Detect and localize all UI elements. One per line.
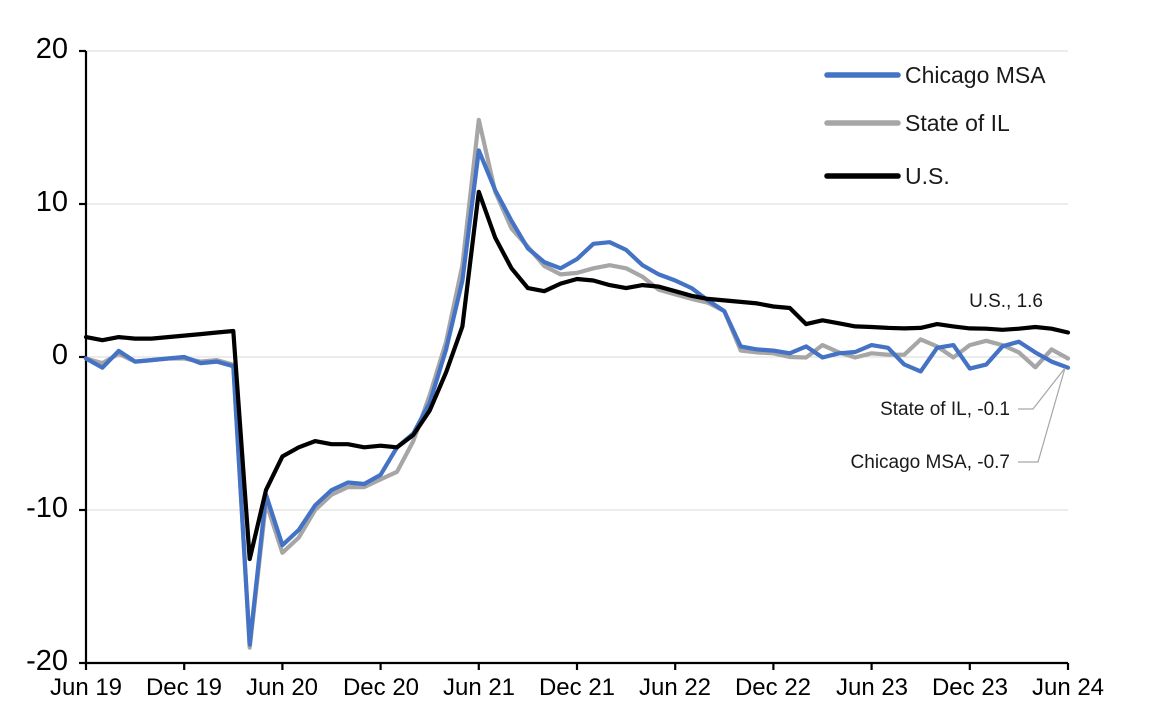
svg-text:-20: -20 (26, 645, 68, 677)
svg-text:U.S., 1.6: U.S., 1.6 (969, 291, 1043, 312)
svg-text:0: 0 (52, 339, 68, 371)
svg-text:State of IL: State of IL (905, 110, 1010, 136)
svg-text:Jun 24: Jun 24 (1032, 674, 1104, 701)
svg-text:Dec 21: Dec 21 (539, 674, 615, 701)
svg-text:Jun 21: Jun 21 (443, 674, 515, 701)
svg-text:Jun 20: Jun 20 (246, 674, 318, 701)
svg-text:10: 10 (36, 186, 68, 218)
svg-text:20: 20 (36, 33, 68, 65)
svg-text:Jun 22: Jun 22 (639, 674, 711, 701)
svg-text:U.S.: U.S. (905, 163, 950, 189)
svg-text:Chicago MSA: Chicago MSA (905, 62, 1046, 88)
svg-text:Dec 22: Dec 22 (735, 674, 811, 701)
svg-text:State of IL, -0.1: State of IL, -0.1 (880, 399, 1010, 420)
svg-text:Chicago MSA, -0.7: Chicago MSA, -0.7 (851, 452, 1010, 473)
svg-text:Dec 19: Dec 19 (146, 674, 222, 701)
svg-text:Jun 23: Jun 23 (836, 674, 908, 701)
svg-text:-10: -10 (26, 492, 68, 524)
svg-text:Jun 19: Jun 19 (50, 674, 122, 701)
svg-text:Dec 23: Dec 23 (932, 674, 1008, 701)
svg-text:Dec 20: Dec 20 (343, 674, 419, 701)
